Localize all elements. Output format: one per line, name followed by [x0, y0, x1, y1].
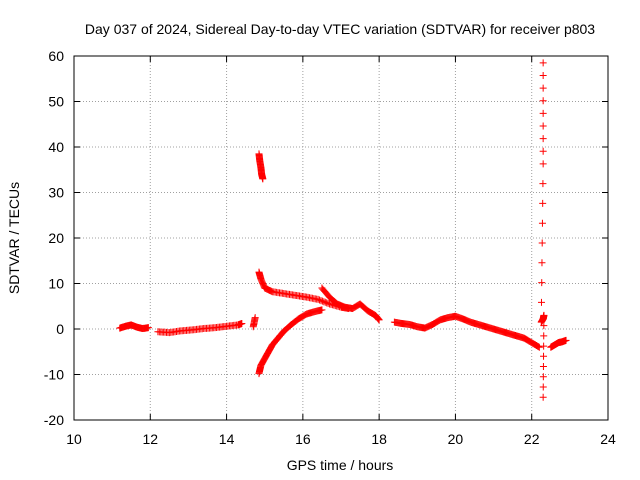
data-point-fill	[539, 97, 547, 105]
data-point	[318, 306, 326, 314]
series-segment-e	[390, 312, 543, 351]
series-segment-c	[249, 314, 259, 331]
y-tick-label: -20	[44, 412, 64, 428]
y-tick-label: 20	[48, 230, 64, 246]
data-point-fill	[317, 297, 325, 305]
data-point-fill	[537, 298, 545, 306]
data-point-fill	[539, 84, 547, 92]
data-point-fill	[538, 259, 546, 267]
y-tick-label: 10	[48, 276, 64, 292]
data-point-fill	[538, 279, 546, 287]
x-tick-label: 18	[371, 431, 387, 447]
data-point-fill	[539, 147, 547, 155]
data-point	[535, 343, 543, 351]
x-tick-label: 16	[295, 431, 311, 447]
data-point-fill	[539, 383, 547, 391]
data-point-fill	[534, 343, 542, 351]
data-point-fill	[540, 322, 548, 330]
y-axis-label: SDTVAR / TECUs	[6, 182, 22, 294]
y-tick-label: 0	[56, 321, 64, 337]
x-tick-labels: 10 12 14 16 18 20 22 24	[66, 431, 616, 447]
data-point-fill	[539, 109, 547, 117]
y-tick-label: 60	[48, 48, 64, 64]
data-point-fill	[321, 298, 329, 306]
y-tick-label: 30	[48, 185, 64, 201]
series-segment-b	[154, 320, 246, 337]
x-tick-label: 10	[66, 431, 82, 447]
series-segment-a	[116, 321, 152, 333]
data-point-fill	[323, 299, 331, 307]
data-point	[539, 393, 547, 401]
chart-title: Day 037 of 2024, Sidereal Day-to-day VTE…	[85, 21, 595, 37]
plot-frame	[73, 55, 609, 421]
series-segment-d	[318, 284, 383, 324]
data-point-fill	[540, 332, 548, 340]
data-point-fill	[539, 135, 547, 143]
data-point	[238, 320, 246, 328]
series-outliers-22h	[537, 59, 548, 401]
data-point	[259, 175, 267, 183]
data-point	[540, 311, 548, 319]
series-lower-arc	[255, 306, 326, 378]
y-tick-labels: -20 -10 0 10 20 30 40 50 60	[44, 48, 64, 428]
data-point	[375, 316, 383, 324]
data-point-fill	[539, 363, 547, 371]
data-point	[562, 336, 570, 344]
data-point-fill	[324, 299, 332, 307]
data-point-fill	[538, 239, 546, 247]
data-point-fill	[539, 199, 547, 207]
y-tick-label: -10	[44, 367, 64, 383]
data-point-fill	[316, 296, 324, 304]
data-point	[539, 160, 547, 168]
x-tick-label: 12	[142, 431, 158, 447]
series-segment-f	[547, 336, 570, 351]
data-point-fill	[538, 219, 546, 227]
data-point	[251, 314, 259, 322]
series-spike-15h	[255, 150, 267, 183]
data-point	[539, 59, 547, 67]
data-point-fill	[320, 298, 328, 306]
y-tick-label: 40	[48, 139, 64, 155]
data-point-fill	[539, 373, 547, 381]
data-point	[144, 324, 152, 332]
x-axis-label: GPS time / hours	[287, 457, 394, 473]
x-tick-label: 24	[600, 431, 616, 447]
data-points	[116, 59, 570, 401]
data-point-fill	[540, 342, 548, 350]
grid-lines	[74, 56, 608, 420]
data-point-fill	[539, 71, 547, 79]
data-point-fill	[318, 297, 326, 305]
data-point-fill	[539, 122, 547, 130]
data-point	[314, 295, 322, 303]
x-tick-label: 14	[219, 431, 235, 447]
y-tick-label: 50	[48, 94, 64, 110]
data-point-fill	[539, 180, 547, 188]
x-tick-label: 20	[448, 431, 464, 447]
data-point-fill	[540, 352, 548, 360]
x-tick-label: 22	[524, 431, 540, 447]
